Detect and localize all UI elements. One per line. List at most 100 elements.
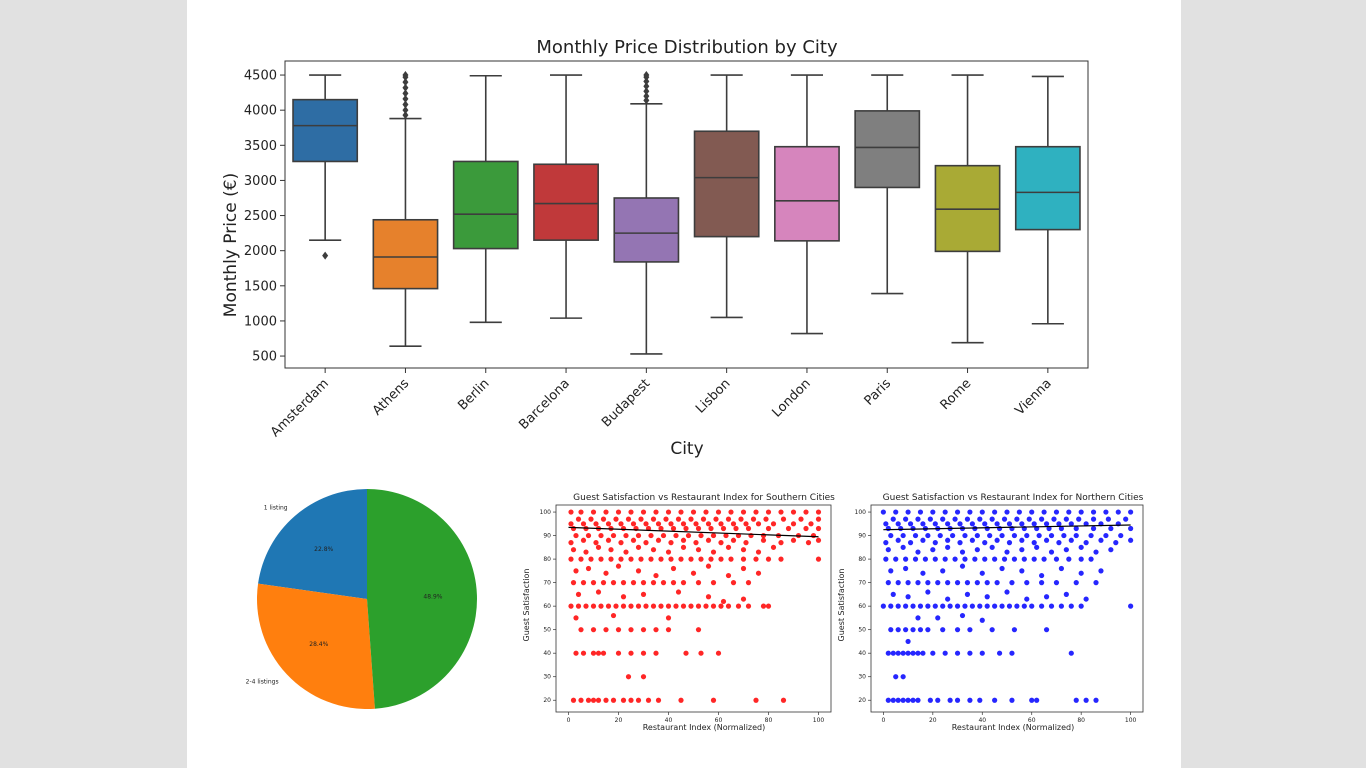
data-point (718, 540, 724, 546)
y-tick-label: 50 (858, 627, 866, 634)
x-tick-label: 60 (1028, 717, 1036, 724)
data-point (1058, 565, 1064, 572)
data-point (630, 521, 637, 527)
data-point (583, 603, 589, 609)
data-point (1068, 537, 1074, 543)
data-point (620, 580, 627, 586)
data-point (1014, 516, 1020, 522)
data-point (575, 591, 582, 597)
data-point (915, 516, 921, 522)
data-point (630, 580, 637, 586)
data-point (568, 556, 574, 562)
data-point (715, 650, 722, 656)
outlier-point (402, 78, 409, 87)
data-point (568, 521, 574, 527)
data-point (999, 565, 1005, 572)
data-point (979, 617, 985, 623)
data-point (605, 521, 612, 527)
data-point (940, 516, 946, 522)
data-point (1011, 627, 1018, 633)
data-point (670, 525, 677, 532)
data-point (728, 556, 734, 562)
slice-percent-label: 28.4% (309, 641, 328, 648)
y-tick-label: 60 (858, 603, 866, 610)
data-point (1068, 521, 1074, 527)
x-tick-label: Paris (862, 376, 895, 409)
x-tick-label: 60 (715, 717, 723, 724)
data-point (708, 556, 714, 562)
data-point (945, 596, 951, 602)
data-point (1066, 509, 1072, 515)
data-point (920, 521, 926, 527)
outlier-point (402, 106, 409, 115)
data-point (755, 570, 762, 576)
data-point (954, 627, 961, 633)
data-point (710, 697, 717, 703)
data-point (573, 650, 579, 656)
data-point (798, 516, 804, 522)
data-point (888, 568, 894, 574)
data-point (905, 650, 911, 656)
data-point (650, 603, 657, 609)
y-tick-label: 20 (858, 697, 866, 704)
data-point (760, 532, 767, 539)
data-point (979, 570, 985, 576)
data-point (962, 603, 968, 609)
data-point (1076, 516, 1082, 522)
data-point (1078, 603, 1084, 609)
x-tick-label: Budapest (599, 376, 653, 430)
data-point (999, 532, 1005, 539)
data-point (883, 540, 889, 546)
data-point (653, 509, 659, 515)
data-point (969, 603, 975, 609)
data-point (595, 650, 602, 656)
data-point (1019, 537, 1025, 543)
data-point (1041, 509, 1047, 515)
data-point (1093, 549, 1099, 555)
y-tick-label: 30 (858, 674, 866, 681)
data-point (755, 549, 762, 555)
data-point (1024, 596, 1030, 602)
data-point (1004, 549, 1010, 555)
slide-canvas: Monthly Price Distribution by City Month… (187, 0, 1181, 768)
box-amsterdam (292, 74, 359, 260)
outlier-point (402, 89, 409, 98)
data-point (954, 580, 961, 586)
x-tick-label: Amsterdam (268, 376, 332, 440)
pie-slice (257, 583, 375, 709)
data-point (698, 650, 704, 656)
data-point (937, 532, 943, 539)
data-point (583, 549, 589, 555)
data-point (613, 516, 619, 522)
y-tick-label: 30 (543, 674, 551, 681)
data-point (790, 509, 797, 515)
data-point (895, 521, 901, 527)
data-point (905, 697, 911, 703)
data-point (730, 521, 737, 527)
data-point (803, 525, 809, 532)
data-point (725, 572, 732, 579)
data-point (595, 544, 602, 550)
data-point (655, 521, 662, 527)
data-point (952, 516, 958, 522)
data-point (740, 509, 747, 515)
data-point (630, 537, 637, 543)
data-point (640, 580, 647, 586)
data-point (610, 612, 617, 619)
data-point (618, 540, 624, 546)
data-point (932, 603, 938, 609)
data-point (638, 556, 644, 562)
data-point (635, 532, 642, 539)
data-point (658, 525, 664, 532)
y-tick-label: 80 (858, 556, 866, 563)
data-point (578, 509, 584, 515)
data-point (1108, 525, 1114, 532)
data-point (1021, 556, 1027, 562)
pie-slice (367, 489, 477, 709)
data-point (678, 556, 684, 562)
data-point (695, 547, 702, 553)
y-tick-label: 90 (858, 533, 866, 540)
data-point (660, 580, 667, 586)
x-tick-label: Athens (370, 376, 413, 419)
data-point (890, 650, 896, 656)
